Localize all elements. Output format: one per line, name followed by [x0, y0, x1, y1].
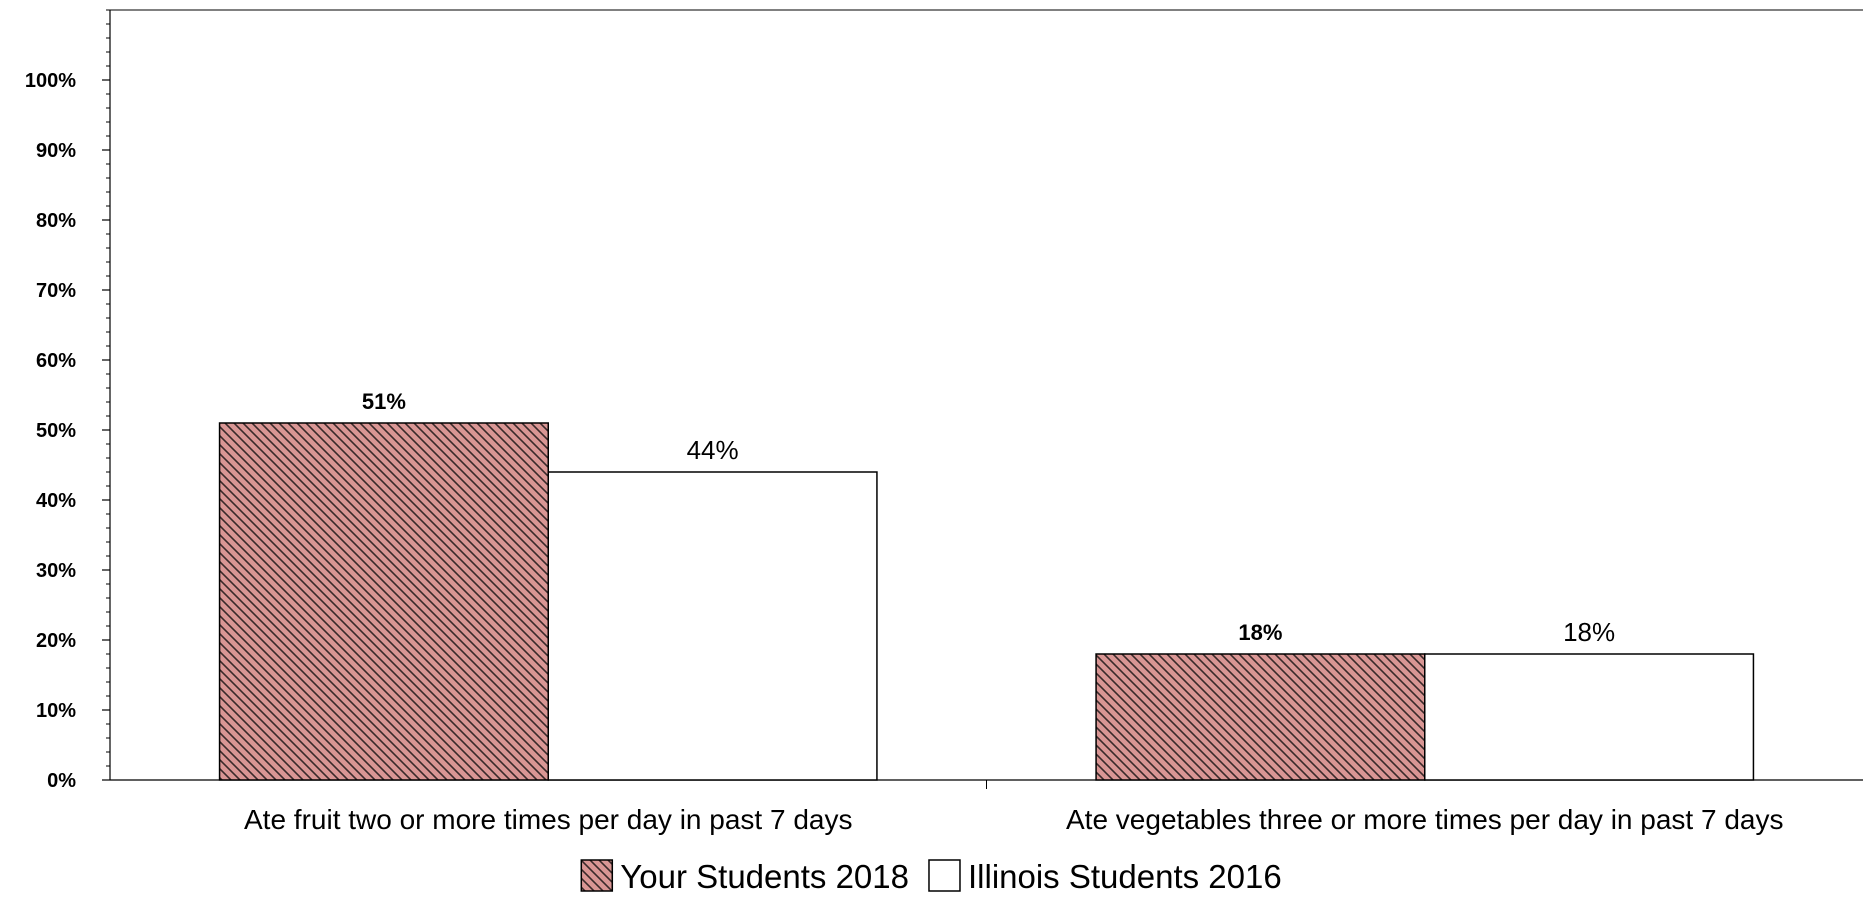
data-label: 18% — [1563, 617, 1615, 647]
y-tick-label: 80% — [36, 210, 76, 232]
data-label: 18% — [1238, 620, 1282, 645]
bar-illinois-students — [547, 471, 878, 781]
y-tick-label: 70% — [36, 280, 76, 302]
y-tick-label: 0% — [47, 770, 76, 792]
data-label: 44% — [687, 435, 739, 465]
legend-label: Your Students 2018 — [620, 858, 909, 895]
y-tick-label: 100% — [25, 70, 76, 92]
y-tick-label: 50% — [36, 420, 76, 442]
legend-label: Illinois Students 2016 — [968, 858, 1282, 895]
bar-your-students — [1095, 653, 1426, 781]
data-label: 51% — [362, 389, 406, 414]
x-category-label: Ate fruit two or more times per day in p… — [244, 804, 852, 835]
y-tick-label: 10% — [36, 700, 76, 722]
y-tick-label: 40% — [36, 490, 76, 512]
y-tick-label: 20% — [36, 630, 76, 652]
bar-your-students — [218, 422, 549, 781]
y-tick-label: 90% — [36, 140, 76, 162]
legend-swatch — [928, 859, 961, 892]
x-category-label: Ate vegetables three or more times per d… — [1066, 804, 1784, 835]
legend-swatch — [580, 859, 614, 892]
bar-illinois-students — [1424, 653, 1755, 781]
chart-legend: Your Students 2018 Illinois Students 2016 — [580, 858, 1282, 895]
y-tick-label: 60% — [36, 350, 76, 372]
y-tick-label: 30% — [36, 560, 76, 582]
